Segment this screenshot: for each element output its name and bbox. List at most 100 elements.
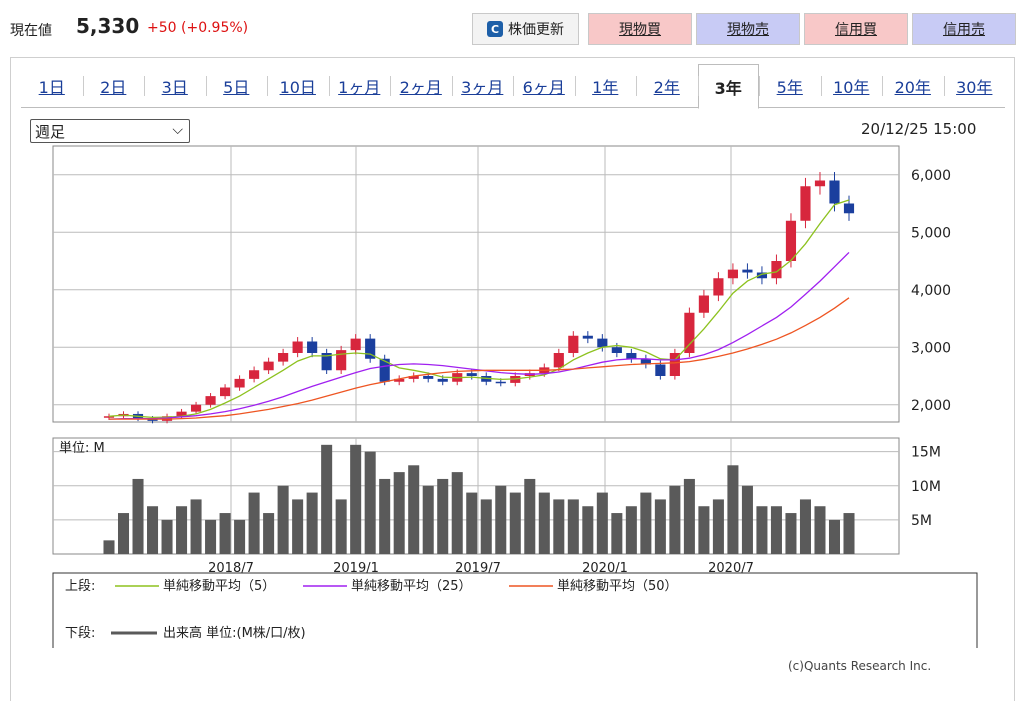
volume-bar (132, 478, 144, 554)
volume-bar (756, 506, 768, 554)
candle-body (655, 364, 666, 376)
candle-body (321, 353, 332, 371)
price-plot-area (52, 145, 900, 423)
volume-bar (669, 485, 681, 554)
tab-5[interactable]: 10日 (279, 78, 316, 97)
volume-bar (248, 492, 260, 554)
volume-bar (408, 465, 420, 554)
tab-6[interactable]: 1ヶ月 (338, 78, 381, 97)
volume-tick-label: 10M (911, 479, 941, 495)
candle-body (234, 378, 245, 388)
volume-bar (219, 513, 231, 554)
tab-2[interactable]: 2日 (100, 78, 127, 97)
candle-body (713, 278, 724, 296)
tab-8[interactable]: 3ヶ月 (461, 78, 504, 97)
x-tick-label: 2020/1 (582, 561, 628, 576)
volume-bar (843, 513, 855, 554)
volume-bar (292, 499, 304, 554)
candle-body (365, 338, 376, 359)
candle-body (698, 295, 709, 313)
tab-separator (205, 76, 207, 96)
tab-4[interactable]: 5日 (223, 78, 250, 97)
tab-16[interactable]: 30年 (956, 78, 993, 97)
candle-body (336, 350, 347, 371)
period-select[interactable]: 週足 ⌵ (30, 119, 190, 143)
trade-button-2[interactable]: 現物売 (696, 13, 800, 45)
update-price-button[interactable]: C 株価更新 (472, 13, 579, 45)
price-change: +50 (+0.95%) (147, 20, 249, 36)
y-tick-label: 3,000 (911, 340, 951, 356)
x-tick-label: 2019/7 (455, 561, 501, 576)
candle-body (103, 416, 115, 418)
tab-separator (697, 76, 699, 96)
volume-bar (161, 519, 173, 554)
candle-body (263, 361, 274, 371)
tab-7[interactable]: 2ヶ月 (399, 78, 442, 97)
tab-13[interactable]: 5年 (776, 78, 803, 97)
trade-button-4[interactable]: 信用売 (912, 13, 1016, 45)
volume-bar (306, 492, 318, 554)
volume-bar (640, 492, 652, 554)
refresh-icon: C (487, 21, 503, 37)
candle-body (394, 378, 405, 382)
trade-button-3[interactable]: 信用買 (804, 13, 908, 45)
tab-separator (144, 76, 145, 96)
volume-bar (495, 485, 507, 554)
y-tick-label: 6,000 (911, 168, 951, 184)
tab-separator (82, 76, 84, 96)
candle-body (684, 312, 695, 353)
volume-bar (364, 451, 376, 554)
volume-bar (205, 519, 217, 554)
volume-bar (727, 465, 739, 554)
volume-bar (393, 472, 405, 554)
tab-separator (574, 76, 576, 96)
candle-body (727, 269, 738, 279)
legend-item-label: 単純移動平均（50） (557, 578, 678, 594)
volume-bar (466, 492, 478, 554)
tab-separator (636, 76, 637, 96)
volume-tick-label: 15M (911, 445, 941, 461)
y-tick-label: 5,000 (911, 225, 951, 241)
tab-1[interactable]: 1日 (38, 78, 65, 97)
tab-separator (390, 76, 391, 96)
stock-chart: 2018/7 2019/1 2019/7 2020/1 2020/7 2,000 3,000… (52, 145, 978, 648)
price-header: 現在値 5,330 +50 (+0.95%) C 株価更新 現物買 現物売 信用買信… (0, 0, 1024, 56)
candle-body (350, 338, 361, 351)
update-price-label: 株価更新 (508, 22, 564, 38)
tab-separator (882, 76, 883, 96)
tab-11[interactable]: 2年 (653, 78, 680, 97)
tab-3[interactable]: 3日 (161, 78, 188, 97)
volume-bar (814, 506, 826, 554)
volume-bar (117, 513, 130, 554)
volume-bar (698, 506, 710, 554)
candle-body (466, 373, 477, 376)
tab-15[interactable]: 20年 (894, 78, 931, 97)
legend-upper-label: 上段: (65, 579, 95, 594)
candle-body (553, 353, 564, 368)
volume-bar (611, 513, 623, 554)
volume-bar (190, 499, 202, 554)
legend-lower-label: 下段: (65, 626, 95, 641)
candle-body (814, 180, 826, 187)
volume-bar (741, 485, 753, 554)
volume-unit-label: 単位: M (59, 440, 105, 456)
tab-separator (328, 76, 330, 96)
volume-bar (176, 506, 188, 554)
volume-bar (625, 506, 637, 554)
candle-body (640, 358, 651, 365)
volume-tick-label: 5M (911, 513, 932, 529)
volume-bar (234, 519, 246, 554)
tab-separator (451, 76, 453, 96)
legend-item-label: 単純移動平均（25） (351, 578, 472, 594)
tab-9[interactable]: 6ヶ月 (522, 78, 565, 97)
volume-bar (480, 499, 492, 554)
tab-14[interactable]: 10年 (833, 78, 870, 97)
candle-body (785, 220, 797, 261)
current-price-value: 5,330 (76, 14, 140, 38)
trade-button-1[interactable]: 現物買 (588, 13, 692, 45)
candle-body (249, 370, 260, 379)
tab-10[interactable]: 1年 (592, 78, 619, 97)
volume-bar (524, 478, 536, 554)
volume-bar (350, 444, 362, 554)
volume-bar (785, 513, 797, 554)
